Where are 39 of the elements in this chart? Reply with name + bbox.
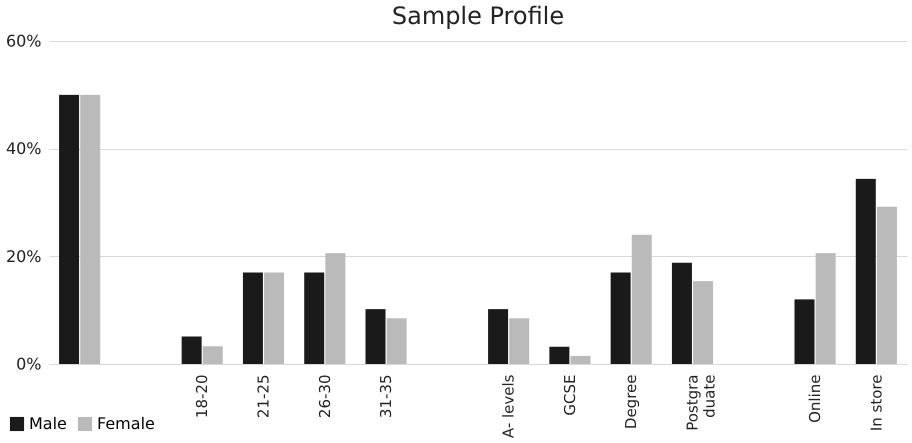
bar xyxy=(549,346,570,364)
y-tick-label: 60% xyxy=(6,32,42,50)
x-tick-label: A- levels xyxy=(500,374,518,438)
bar xyxy=(610,272,631,364)
bar xyxy=(304,272,324,364)
bar xyxy=(59,94,80,364)
chart-title: Sample Profile xyxy=(392,2,564,30)
bar xyxy=(242,272,263,364)
x-tick-label: In store xyxy=(867,374,886,432)
x-tick-label: GCSE xyxy=(560,374,579,416)
bar xyxy=(488,309,508,364)
bar xyxy=(794,299,815,364)
x-tick-label: Online xyxy=(806,374,824,423)
x-tick-label: Postgra duate xyxy=(684,374,718,431)
bar xyxy=(182,336,202,364)
bar xyxy=(816,253,836,364)
bar xyxy=(632,234,652,364)
bar xyxy=(693,281,714,364)
bar xyxy=(509,318,530,364)
bar xyxy=(876,206,897,364)
y-tick-label: 40% xyxy=(6,139,42,158)
legend-label: Female xyxy=(97,414,155,433)
bar xyxy=(366,309,386,364)
bar xyxy=(80,94,100,364)
y-tick-label: 0% xyxy=(16,354,42,374)
bar xyxy=(856,178,876,364)
x-tick-label: 21-25 xyxy=(254,374,272,418)
x-tick-label: 31-35 xyxy=(377,374,396,418)
y-tick-label: 20% xyxy=(6,246,42,266)
bar xyxy=(672,262,692,364)
bar xyxy=(386,318,407,364)
x-tick-label: 18-20 xyxy=(193,374,212,418)
bar xyxy=(570,356,590,364)
bar xyxy=(202,346,223,364)
bar xyxy=(264,272,284,364)
bar xyxy=(325,253,346,364)
legend-label: Male xyxy=(29,414,67,433)
x-tick-label: 26-30 xyxy=(316,374,334,418)
x-tick-label: Degree xyxy=(622,374,640,430)
